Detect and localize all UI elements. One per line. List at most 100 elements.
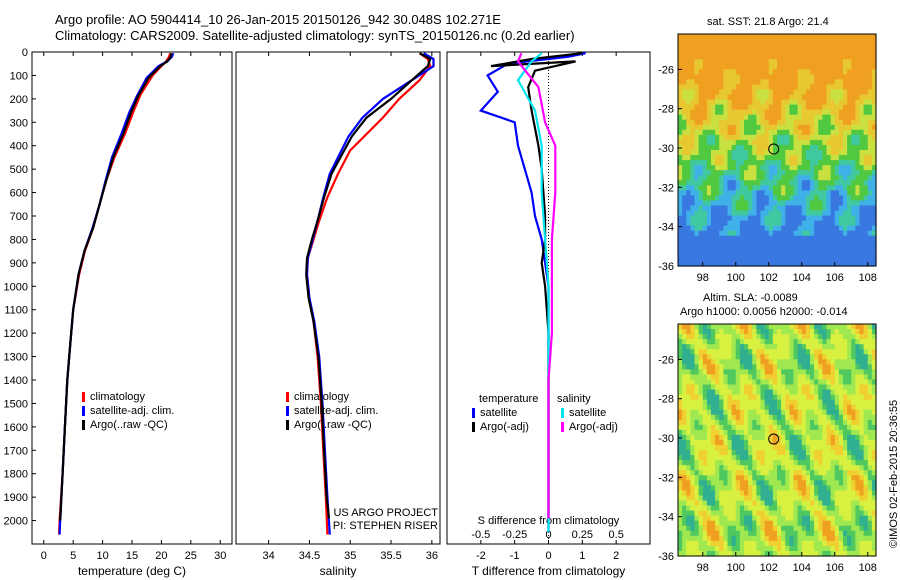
heatmap-cell [781, 399, 786, 406]
heatmap-cell [838, 114, 844, 121]
heatmap-cell [752, 349, 757, 355]
heatmap-cell [814, 155, 819, 161]
heatmap-cell [805, 505, 811, 512]
heatmap-cell [682, 114, 687, 121]
heatmap-cell [851, 394, 856, 401]
heatmap-cell [838, 334, 844, 340]
heatmap-cell [826, 74, 832, 80]
heatmap-cell [822, 54, 828, 60]
heatmap-cell [698, 255, 704, 262]
map-y-tick-label: -34 [658, 222, 674, 234]
heatmap-cell [843, 495, 848, 502]
heatmap-cell [867, 84, 873, 91]
heatmap-cell [838, 429, 844, 436]
heatmap-cell [814, 34, 819, 40]
heatmap-cell [760, 235, 766, 242]
heatmap-cell [752, 34, 757, 40]
heatmap-cell [793, 465, 799, 471]
heatmap-cell [756, 39, 762, 45]
heatmap-cell [739, 205, 745, 212]
heatmap-cell [847, 235, 852, 242]
legend-label: satellite-adj. clim. [294, 405, 378, 417]
heatmap-cell [781, 500, 786, 507]
heatmap-cell [834, 394, 840, 401]
heatmap-cell [748, 450, 753, 456]
heatmap-cell [822, 185, 828, 191]
heatmap-cell [834, 124, 840, 131]
heatmap-cell [855, 465, 861, 471]
heatmap-cell [682, 170, 687, 176]
heatmap-cell [698, 69, 704, 75]
heatmap-cell [686, 359, 691, 365]
heatmap-cell [805, 64, 811, 70]
heatmap-cell [793, 384, 799, 391]
heatmap-cell [855, 470, 861, 476]
heatmap-cell [838, 180, 844, 186]
heatmap-cell [698, 230, 704, 237]
heatmap-cell [711, 200, 716, 207]
heatmap-cell [744, 235, 749, 242]
heatmap-cell [702, 139, 708, 146]
heatmap-cell [760, 450, 766, 456]
heatmap-cell [838, 359, 844, 365]
heatmap-cell [723, 349, 729, 355]
heatmap-cell [838, 175, 844, 181]
heatmap-cell [826, 165, 832, 171]
heatmap-cell [772, 150, 778, 156]
heatmap-cell [731, 339, 737, 345]
heatmap-cell [727, 429, 733, 436]
heatmap-cell [686, 364, 691, 370]
heatmap-cell [814, 470, 819, 476]
heatmap-cell [715, 455, 720, 461]
heatmap-cell [781, 374, 786, 381]
heatmap-cell [867, 374, 873, 381]
heatmap-cell [756, 155, 762, 161]
heatmap-cell [748, 144, 753, 151]
heatmap-cell [756, 374, 762, 381]
heatmap-cell [764, 180, 770, 186]
heatmap-cell [698, 470, 704, 476]
heatmap-cell [814, 374, 819, 381]
heatmap-cell [727, 510, 733, 517]
heatmap-cell [690, 409, 696, 416]
heatmap-cell [777, 399, 782, 406]
heatmap-cell [822, 324, 828, 330]
heatmap-cell [777, 359, 782, 365]
heatmap-cell [781, 230, 786, 237]
heatmap-cell [781, 79, 786, 86]
heatmap-cell [772, 44, 778, 50]
heatmap-cell [863, 389, 869, 396]
heatmap-cell [706, 535, 712, 542]
heatmap-cell [855, 44, 861, 50]
heatmap-cell [678, 39, 683, 45]
heatmap-cell [702, 344, 708, 350]
heatmap-cell [830, 104, 836, 111]
heatmap-cell [777, 84, 782, 91]
heatmap-cell [760, 114, 766, 121]
heatmap-cell [801, 455, 807, 461]
heatmap-cell [830, 379, 836, 386]
heatmap-cell [772, 379, 778, 386]
heatmap-cell [686, 485, 691, 492]
heatmap-cell [739, 155, 745, 161]
heatmap-cell [826, 369, 832, 376]
heatmap-cell [768, 180, 774, 186]
heatmap-cell [805, 550, 811, 557]
heatmap-cell [686, 525, 691, 532]
heatmap-cell [851, 485, 856, 492]
heatmap-cell [863, 545, 869, 552]
heatmap-cell [871, 64, 877, 70]
heatmap-cell [760, 49, 766, 55]
heatmap-cell [847, 175, 852, 181]
heatmap-cell [871, 495, 877, 502]
heatmap-cell [744, 525, 749, 532]
heatmap-cell [739, 165, 745, 171]
heatmap-cell [785, 205, 790, 212]
heatmap-cell [867, 99, 873, 106]
heatmap-cell [843, 460, 848, 466]
heatmap-cell [838, 119, 844, 126]
heatmap-cell [764, 54, 770, 60]
heatmap-cell [764, 404, 770, 411]
heatmap-cell [744, 240, 749, 247]
heatmap-cell [694, 200, 700, 207]
